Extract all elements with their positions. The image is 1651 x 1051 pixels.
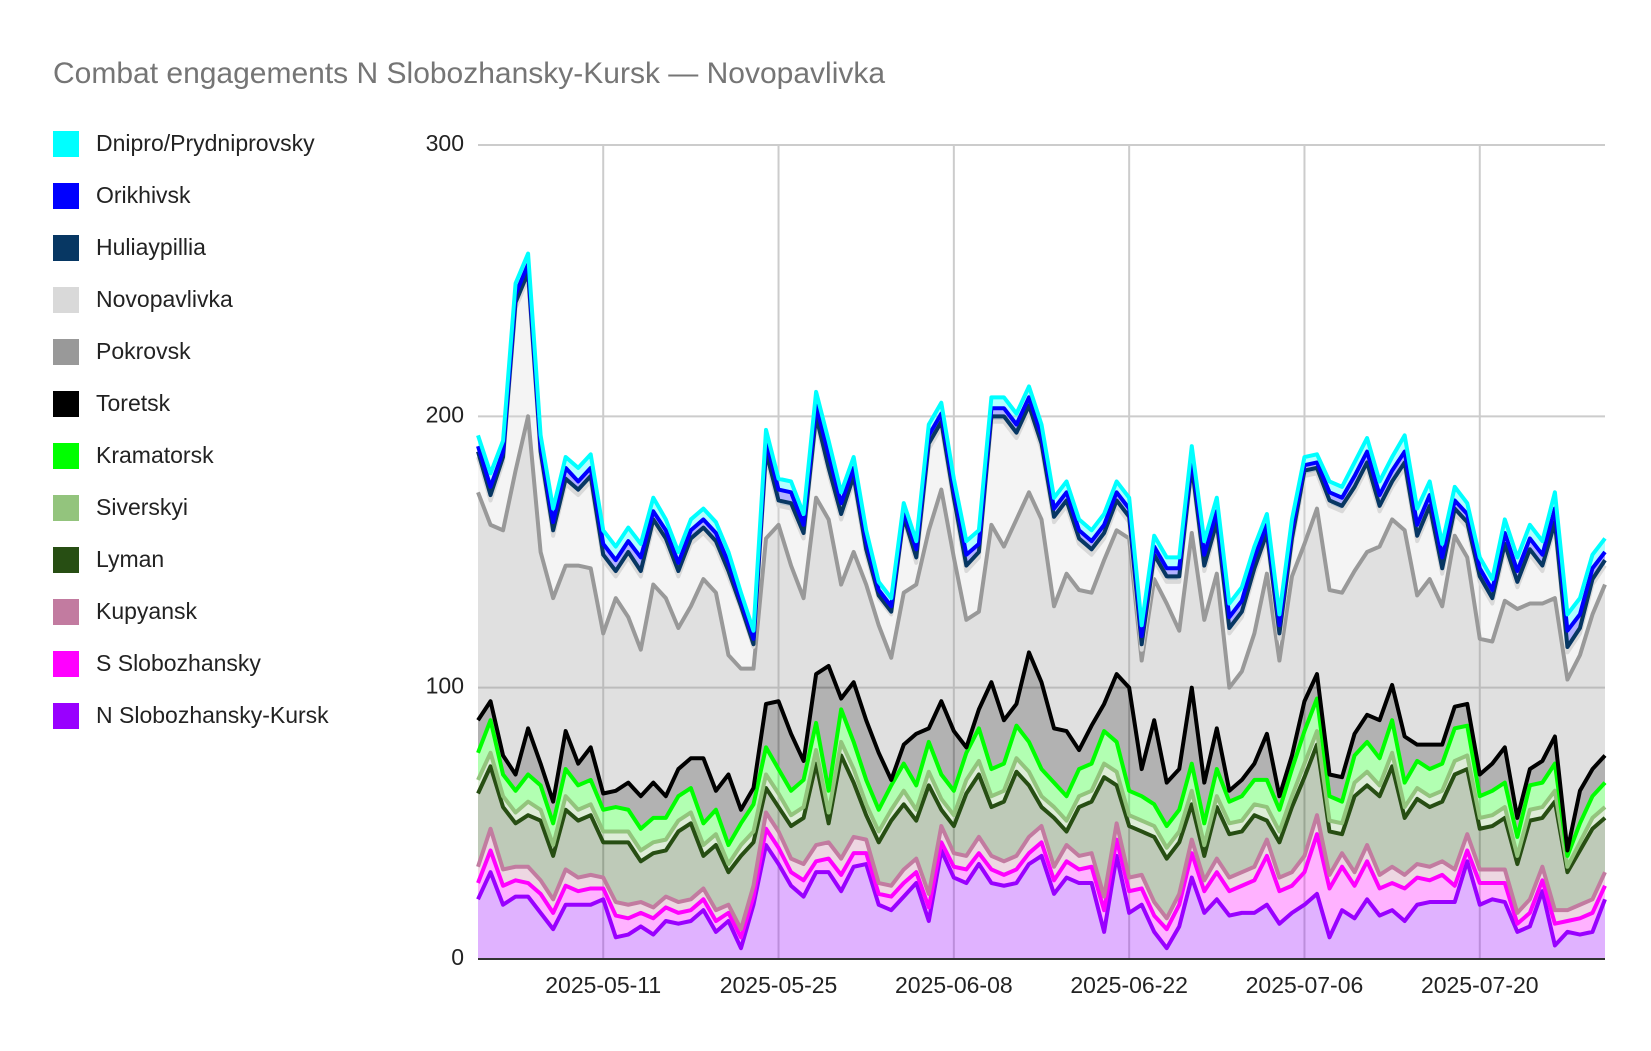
- legend-label: Siverskyi: [96, 494, 188, 520]
- area-fill: [478, 652, 1605, 856]
- legend-label: Huliaypillia: [96, 234, 206, 260]
- legend-label: Kupyansk: [96, 598, 198, 624]
- legend-swatch: [53, 495, 79, 521]
- legend-swatch: [53, 547, 79, 573]
- series-line: [476, 826, 1607, 940]
- series-line: [476, 251, 1607, 633]
- legend-swatch: [53, 651, 79, 677]
- series-line: [476, 843, 1607, 951]
- legend: Dnipro/Prydniprovsky Orikhivsk Huliaypilli…: [53, 130, 329, 729]
- y-tick-label: 100: [426, 673, 464, 699]
- series-line: [476, 810, 1607, 932]
- legend-swatch: [53, 287, 79, 313]
- legend-label: Dnipro/Prydniprovsky: [96, 130, 315, 156]
- x-tick-label: 2025-05-25: [720, 972, 838, 998]
- series-line: [476, 414, 1607, 690]
- axes: 0 100 200 300 2025-05-11 2025-05-25 2025-06-08…: [426, 130, 1605, 998]
- legend-swatch: [53, 339, 79, 365]
- legend-label: Toretsk: [96, 390, 171, 416]
- legend-label: Orikhivsk: [96, 182, 191, 208]
- y-tick-label: 200: [426, 401, 464, 427]
- chart-title: Combat engagements N Slobozhansky-Kursk …: [53, 57, 885, 90]
- legend-swatch: [53, 703, 79, 729]
- series-line: [476, 650, 1607, 853]
- area-fill: [478, 698, 1605, 867]
- legend-label: Pokrovsk: [96, 338, 191, 364]
- legend-swatch: [53, 443, 79, 469]
- legend-swatch: [53, 131, 79, 157]
- x-tick-label: 2025-05-11: [545, 972, 661, 998]
- x-tick-label: 2025-06-22: [1070, 972, 1188, 998]
- areas: [478, 253, 1605, 959]
- x-tick-label: 2025-06-08: [895, 972, 1013, 998]
- series-line: [476, 696, 1607, 858]
- legend-label: S Slobozhansky: [96, 650, 261, 676]
- y-tick-label: 0: [451, 944, 464, 970]
- legend-swatch: [53, 391, 79, 417]
- legend-label: Lyman: [96, 546, 164, 572]
- legend-swatch: [53, 183, 79, 209]
- area-fill: [478, 731, 1605, 873]
- legend-label: Kramatorsk: [96, 442, 214, 468]
- x-tick-label: 2025-07-20: [1421, 972, 1539, 998]
- legend-label: N Slobozhansky-Kursk: [96, 702, 329, 728]
- lines: [476, 251, 1607, 951]
- series-line: [476, 742, 1607, 875]
- legend-label: Novopavlivka: [96, 286, 233, 312]
- legend-swatch: [53, 599, 79, 625]
- area-fill: [478, 845, 1605, 959]
- y-tick-label: 300: [426, 130, 464, 156]
- x-tick-label: 2025-07-06: [1246, 972, 1364, 998]
- series-line: [476, 729, 1607, 869]
- legend-swatch: [53, 235, 79, 261]
